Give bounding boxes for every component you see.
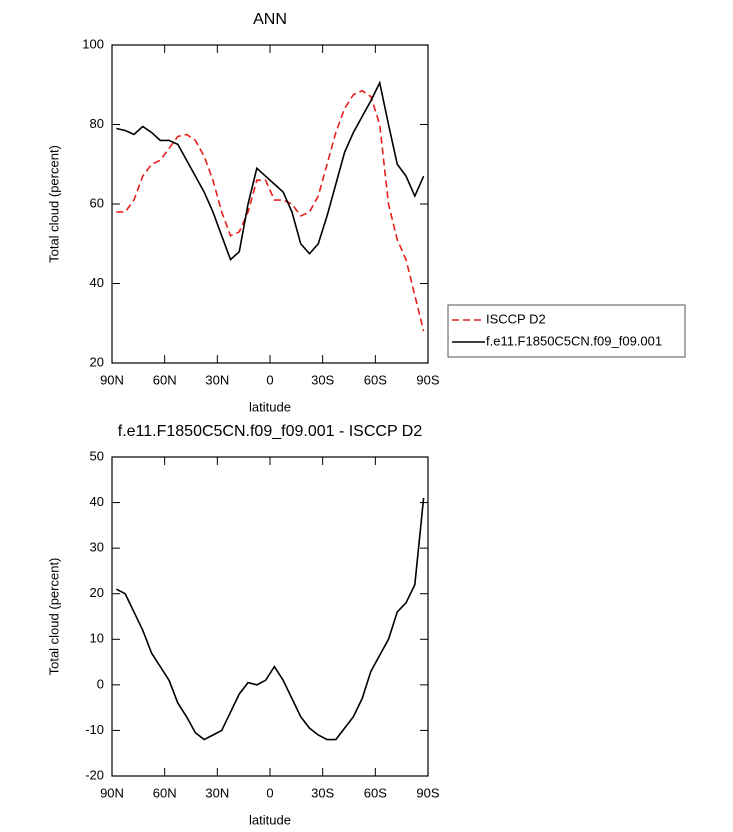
x-tick-label: 30N	[205, 785, 229, 800]
x-tick-label: 30N	[205, 372, 229, 387]
series-line	[116, 89, 425, 332]
y-tick-label: 20	[90, 585, 104, 600]
y-tick-label: 100	[82, 36, 104, 51]
y-tick-label: 40	[90, 494, 104, 509]
x-tick-label: 60S	[364, 785, 387, 800]
y-tick-label: 60	[90, 195, 104, 210]
y-tick-label: 30	[90, 540, 104, 555]
y-tick-label: 0	[97, 676, 104, 691]
y-tick-label: 10	[90, 631, 104, 646]
x-tick-label: 0	[266, 785, 273, 800]
y-axis-label: Total cloud (percent)	[46, 145, 61, 263]
x-tick-label: 90N	[100, 372, 124, 387]
series-line	[116, 80, 425, 262]
x-axis-label: latitude	[249, 812, 291, 827]
y-tick-label: -10	[85, 722, 104, 737]
y-tick-label: -20	[85, 767, 104, 782]
series-line	[116, 497, 425, 741]
x-tick-label: 90N	[100, 785, 124, 800]
chart-title: ANN	[253, 11, 287, 28]
y-tick-label: 50	[90, 448, 104, 463]
y-tick-label: 40	[90, 275, 104, 290]
x-tick-label: 30S	[311, 372, 334, 387]
x-tick-label: 60N	[153, 372, 177, 387]
y-tick-label: 20	[90, 354, 104, 369]
x-tick-label: 30S	[311, 785, 334, 800]
x-tick-label: 90S	[416, 372, 439, 387]
y-tick-label: 80	[90, 116, 104, 131]
legend-label: f.e11.F1850C5CN.f09_f09.001	[486, 333, 662, 348]
x-tick-label: 60S	[364, 372, 387, 387]
chart-title: f.e11.F1850C5CN.f09_f09.001 - ISCCP D2	[118, 423, 423, 440]
y-axis-label: Total cloud (percent)	[46, 558, 61, 676]
x-axis-label: latitude	[249, 399, 291, 414]
legend-box	[447, 304, 686, 358]
x-tick-label: 60N	[153, 785, 177, 800]
plot-frame	[111, 456, 429, 777]
plot-frame	[111, 44, 429, 364]
x-tick-label: 0	[266, 372, 273, 387]
x-tick-label: 90S	[416, 785, 439, 800]
legend-label: ISCCP D2	[486, 311, 546, 326]
